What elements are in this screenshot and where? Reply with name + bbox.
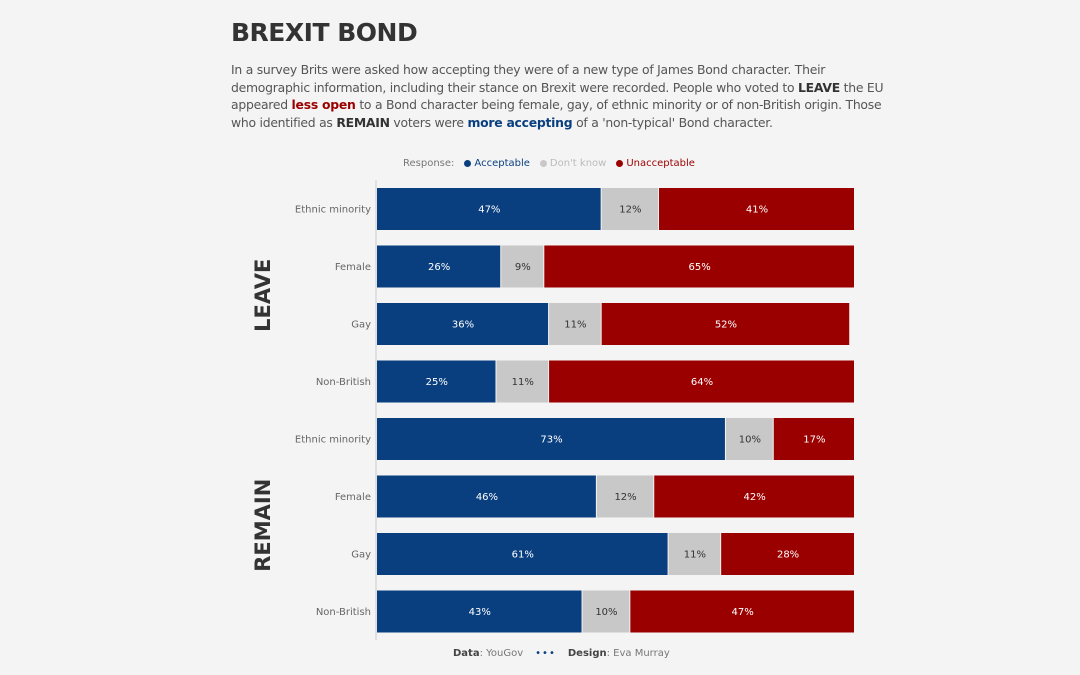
data-label: 43%: [469, 607, 491, 618]
legend-text: Acceptable: [474, 158, 530, 169]
bar-segment: [377, 533, 668, 575]
bar-segment: [654, 475, 854, 518]
data-label: 61%: [512, 550, 534, 561]
bar-segment: [377, 303, 549, 345]
page-title: BREXIT BOND: [231, 18, 418, 47]
desc-text: the EU appeared: [231, 79, 884, 113]
data-label: 41%: [746, 205, 768, 216]
bar-segment: [377, 188, 601, 230]
bar-segment: [377, 245, 501, 288]
bar-segment: [496, 360, 549, 403]
data-label: 9%: [515, 262, 531, 273]
desc-remain: REMAIN: [336, 114, 390, 130]
legend-item-acceptable[interactable]: Acceptable: [464, 158, 530, 169]
data-label: 10%: [595, 607, 617, 618]
bar-segment: [773, 418, 854, 460]
data-label: 11%: [684, 550, 706, 561]
category-label: Non-British: [316, 377, 371, 388]
bar-segment: [377, 590, 582, 633]
description: In a survey Brits were asked how accepti…: [231, 61, 891, 131]
desc-text: of a 'non-typical' Bond character.: [572, 114, 773, 130]
bar-segment: [377, 475, 596, 518]
data-label: 73%: [540, 435, 562, 446]
desc-less-open: less open: [291, 97, 356, 112]
circle-icon: [616, 160, 624, 167]
dots-icon: •••: [535, 648, 556, 659]
legend-text: Don't know: [549, 158, 607, 169]
data-label: 47%: [732, 607, 754, 618]
bar-segment: [549, 360, 854, 403]
desc-leave: LEAVE: [798, 79, 840, 95]
desc-more-accepting: more accepting: [467, 114, 573, 130]
footer-data: Data: YouGov: [453, 648, 523, 659]
bar-segment: [725, 418, 773, 460]
bar-segment: [630, 590, 854, 633]
bar-segment: [601, 188, 659, 230]
bar-segment: [582, 590, 630, 633]
footer: Data: YouGov ••• Design: Eva Murray: [453, 648, 670, 659]
bar-segment: [721, 533, 854, 575]
data-label: 10%: [739, 435, 761, 446]
legend-label: Response:: [403, 158, 455, 169]
footer-design-label: Design: [567, 648, 607, 659]
desc-text: In a survey Brits were asked how accepti…: [231, 62, 826, 95]
data-label: 12%: [614, 492, 636, 503]
desc-text: voters were: [389, 114, 468, 130]
bar-segment: [596, 475, 654, 518]
category-label: Ethnic minority: [295, 435, 371, 446]
desc-text: to a Bond character being female, gay, o…: [231, 97, 882, 130]
legend-text: Unacceptable: [626, 158, 695, 169]
bar-segment: [659, 188, 854, 230]
group-label-leave: LEAVE: [251, 259, 275, 332]
bar-segment: [377, 418, 725, 460]
category-label: Ethnic minority: [295, 205, 371, 216]
bar-segment: [501, 245, 544, 288]
circle-icon: [464, 160, 472, 167]
category-label: Female: [335, 262, 371, 273]
legend-item-unacceptable[interactable]: Unacceptable: [616, 158, 695, 169]
circle-icon: [539, 160, 547, 167]
data-label: 46%: [476, 492, 498, 503]
data-label: 17%: [803, 435, 825, 446]
data-label: 42%: [744, 492, 766, 503]
group-label-remain: REMAIN: [251, 479, 275, 572]
legend-item-dont-know[interactable]: Don't know: [539, 158, 607, 169]
data-label: 65%: [689, 262, 711, 273]
data-label: 25%: [426, 377, 448, 388]
data-label: 11%: [512, 377, 534, 388]
footer-design-value: : Eva Murray: [606, 648, 670, 659]
footer-data-value: : YouGov: [479, 648, 524, 659]
category-label: Gay: [351, 320, 371, 331]
data-label: 36%: [452, 320, 474, 331]
data-label: 28%: [777, 550, 799, 561]
bar-segment: [668, 533, 721, 575]
category-label: Female: [335, 492, 371, 503]
category-label: Gay: [351, 550, 371, 561]
bar-segment: [377, 360, 496, 403]
bar-segment: [544, 245, 854, 288]
legend: Response: Acceptable Don't know Unaccept…: [403, 158, 695, 169]
bar-segment: [549, 303, 601, 345]
data-label: 64%: [691, 377, 713, 388]
data-label: 52%: [715, 320, 737, 331]
bar-segment: [601, 303, 850, 345]
data-label: 47%: [478, 205, 500, 216]
data-label: 11%: [564, 320, 586, 331]
data-label: 26%: [428, 262, 450, 273]
data-label: 12%: [619, 205, 641, 216]
footer-design: Design: Eva Murray: [568, 648, 670, 659]
category-label: Non-British: [316, 607, 371, 618]
footer-data-label: Data: [453, 648, 480, 659]
